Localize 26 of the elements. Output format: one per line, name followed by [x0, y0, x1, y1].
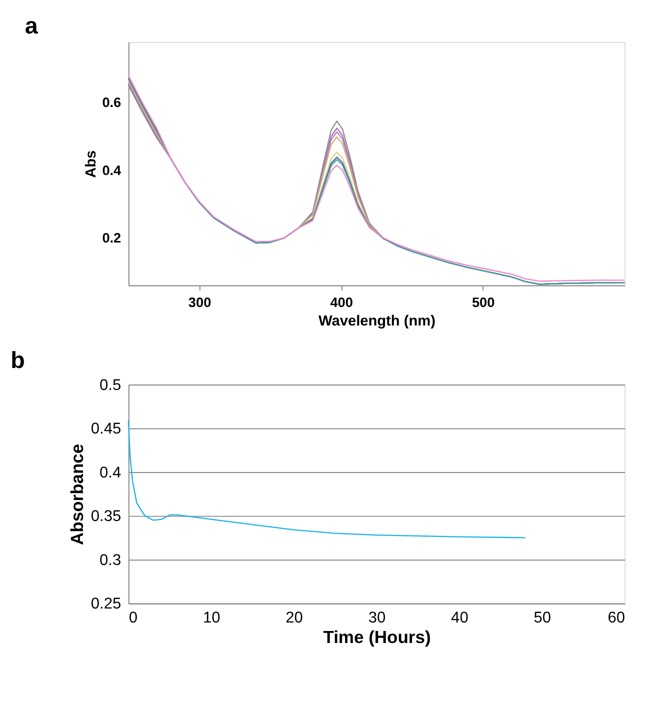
x-axis-title: Time (Hours): [323, 626, 431, 647]
y-tick-label: 0.2: [102, 230, 122, 246]
y-tick-label: 0.5: [100, 376, 122, 394]
y-axis-title: Absorbance: [67, 444, 88, 546]
y-tick-label: 0.6: [102, 95, 122, 110]
x-tick-label: 40: [451, 609, 469, 626]
line-series: [128, 420, 526, 538]
x-tick-label: 60: [608, 609, 626, 626]
x-tick-label: 500: [472, 295, 496, 310]
x-tick-label: 50: [534, 609, 552, 626]
chart-title: a: [24, 12, 39, 38]
y-tick-label: 0.35: [90, 508, 122, 526]
chart-title: b: [10, 346, 25, 373]
x-tick-label: 10: [202, 609, 221, 626]
y-tick-label: 0.25: [90, 596, 122, 613]
x-tick-label: 300: [188, 295, 212, 310]
x-tick-label: 0: [128, 609, 138, 626]
x-axis-title: Wavelength (nm): [318, 314, 436, 330]
y-axis-title: Abs: [83, 150, 100, 178]
y-tick-label: 0.45: [90, 420, 122, 438]
y-tick-label: 0.4: [102, 162, 122, 178]
x-tick-label: 30: [368, 609, 386, 626]
y-tick-label: 0.3: [100, 552, 122, 569]
x-tick-label: 400: [330, 295, 354, 310]
x-tick-label: 20: [286, 609, 304, 626]
y-tick-label: 0.4: [100, 464, 122, 482]
